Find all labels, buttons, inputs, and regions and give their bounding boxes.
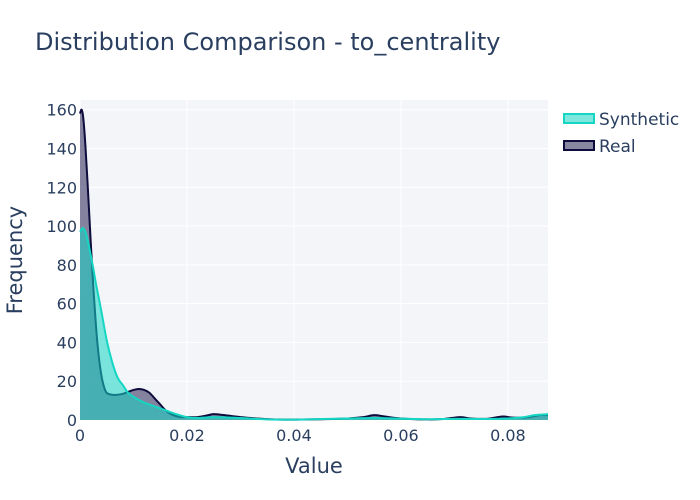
legend-swatch — [563, 140, 595, 151]
y-tick-labels: 0 20 40 60 80 100 120 140 160 — [46, 101, 77, 430]
x-tick-labels: 0 0.02 0.04 0.06 0.08 — [75, 426, 526, 445]
synthetic-line — [79, 226, 549, 421]
y-tick-label: 100 — [46, 217, 77, 236]
y-tick-label: 140 — [46, 139, 77, 158]
legend-item-synthetic[interactable]: Synthetic — [563, 110, 679, 130]
synthetic-area — [80, 228, 548, 420]
legend[interactable]: Synthetic Real — [563, 110, 679, 157]
y-tick-label: 40 — [57, 333, 77, 352]
y-tick-label: 120 — [46, 178, 77, 197]
x-tick-label: 0.04 — [276, 426, 312, 445]
y-tick-label: 80 — [57, 256, 77, 275]
legend-swatch — [563, 113, 595, 124]
x-axis-title: Value — [285, 454, 343, 478]
legend-label: Real — [599, 137, 636, 157]
x-tick-label: 0.06 — [383, 426, 419, 445]
y-tick-label: 20 — [57, 372, 77, 391]
x-tick-label: 0.08 — [490, 426, 526, 445]
y-tick-label: 60 — [57, 295, 77, 314]
y-tick-label: 160 — [46, 101, 77, 120]
y-tick-label: 0 — [67, 411, 77, 430]
x-tick-label: 0.02 — [169, 426, 205, 445]
legend-label: Synthetic — [599, 110, 679, 130]
y-axis-title: Frequency — [3, 206, 27, 315]
plot-area — [80, 100, 548, 420]
x-tick-label: 0 — [75, 426, 85, 445]
series-areas — [79, 108, 549, 421]
chart-title: Distribution Comparison - to_centrality — [35, 28, 500, 56]
legend-item-real[interactable]: Real — [563, 137, 636, 157]
